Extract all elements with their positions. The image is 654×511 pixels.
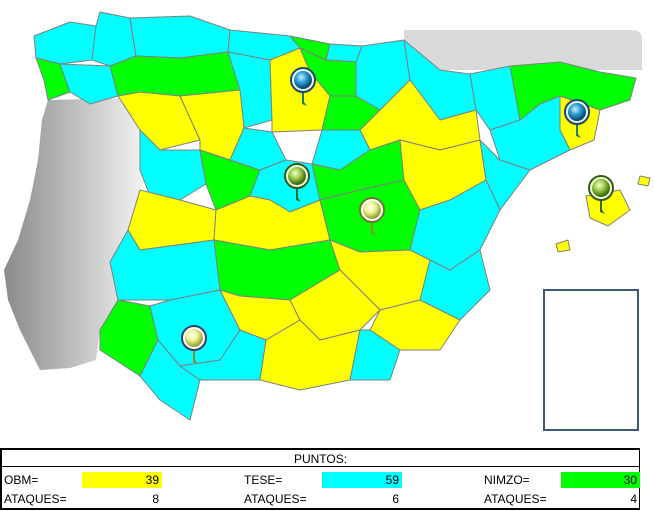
province-palencia: [227, 51, 273, 129]
portugal-region: [4, 98, 160, 370]
canary-islands-inset: [543, 289, 639, 431]
obm-attacks-label: ATAQUES=: [4, 492, 67, 506]
scoreboard-title: PUNTOS:: [293, 452, 348, 466]
tese-attacks-label: ATAQUES=: [244, 492, 307, 506]
obm-label: OBM=: [4, 473, 39, 487]
province-ourense: [59, 63, 119, 105]
pin-sevilla[interactable]: [181, 325, 207, 364]
tese-label: TESE=: [244, 473, 283, 487]
tese-attacks: 6: [392, 492, 399, 506]
pin-baleares[interactable]: [588, 175, 614, 214]
scoreboard: PUNTOS: OBM= 39 ATAQUES= 8 TESE= 59 ATAQ…: [0, 448, 640, 510]
scoreboard-divider: [2, 466, 639, 467]
obm-attacks: 8: [152, 492, 159, 506]
province-toledo: [213, 195, 331, 251]
province-lugo: [91, 11, 137, 67]
pin-cuenca[interactable]: [359, 197, 385, 236]
province-caceres: [127, 189, 217, 251]
pin-burgos[interactable]: [290, 67, 316, 106]
province-baleares-menorca: [637, 175, 651, 187]
nimzo-attacks-label: ATAQUES=: [484, 492, 547, 506]
province-baleares-ibiza: [555, 239, 571, 253]
tese-points: 59: [322, 472, 402, 488]
pin-barcelona[interactable]: [564, 99, 590, 138]
province-asturias: [129, 15, 231, 59]
province-castellon: [479, 139, 531, 211]
obm-points: 39: [82, 472, 162, 488]
pin-madrid[interactable]: [284, 163, 310, 202]
province-salamanca: [139, 129, 207, 201]
province-leon: [109, 51, 241, 97]
nimzo-label: NIMZO=: [484, 473, 530, 487]
france-panel: [404, 30, 642, 70]
nimzo-points: 30: [561, 472, 640, 488]
province-segovia: [229, 127, 287, 171]
nimzo-attacks: 4: [630, 492, 637, 506]
spain-province-map: [4, 11, 651, 431]
province-coruna: [33, 21, 97, 65]
province-almeria: [349, 329, 401, 381]
province-tarragona: [489, 95, 571, 171]
